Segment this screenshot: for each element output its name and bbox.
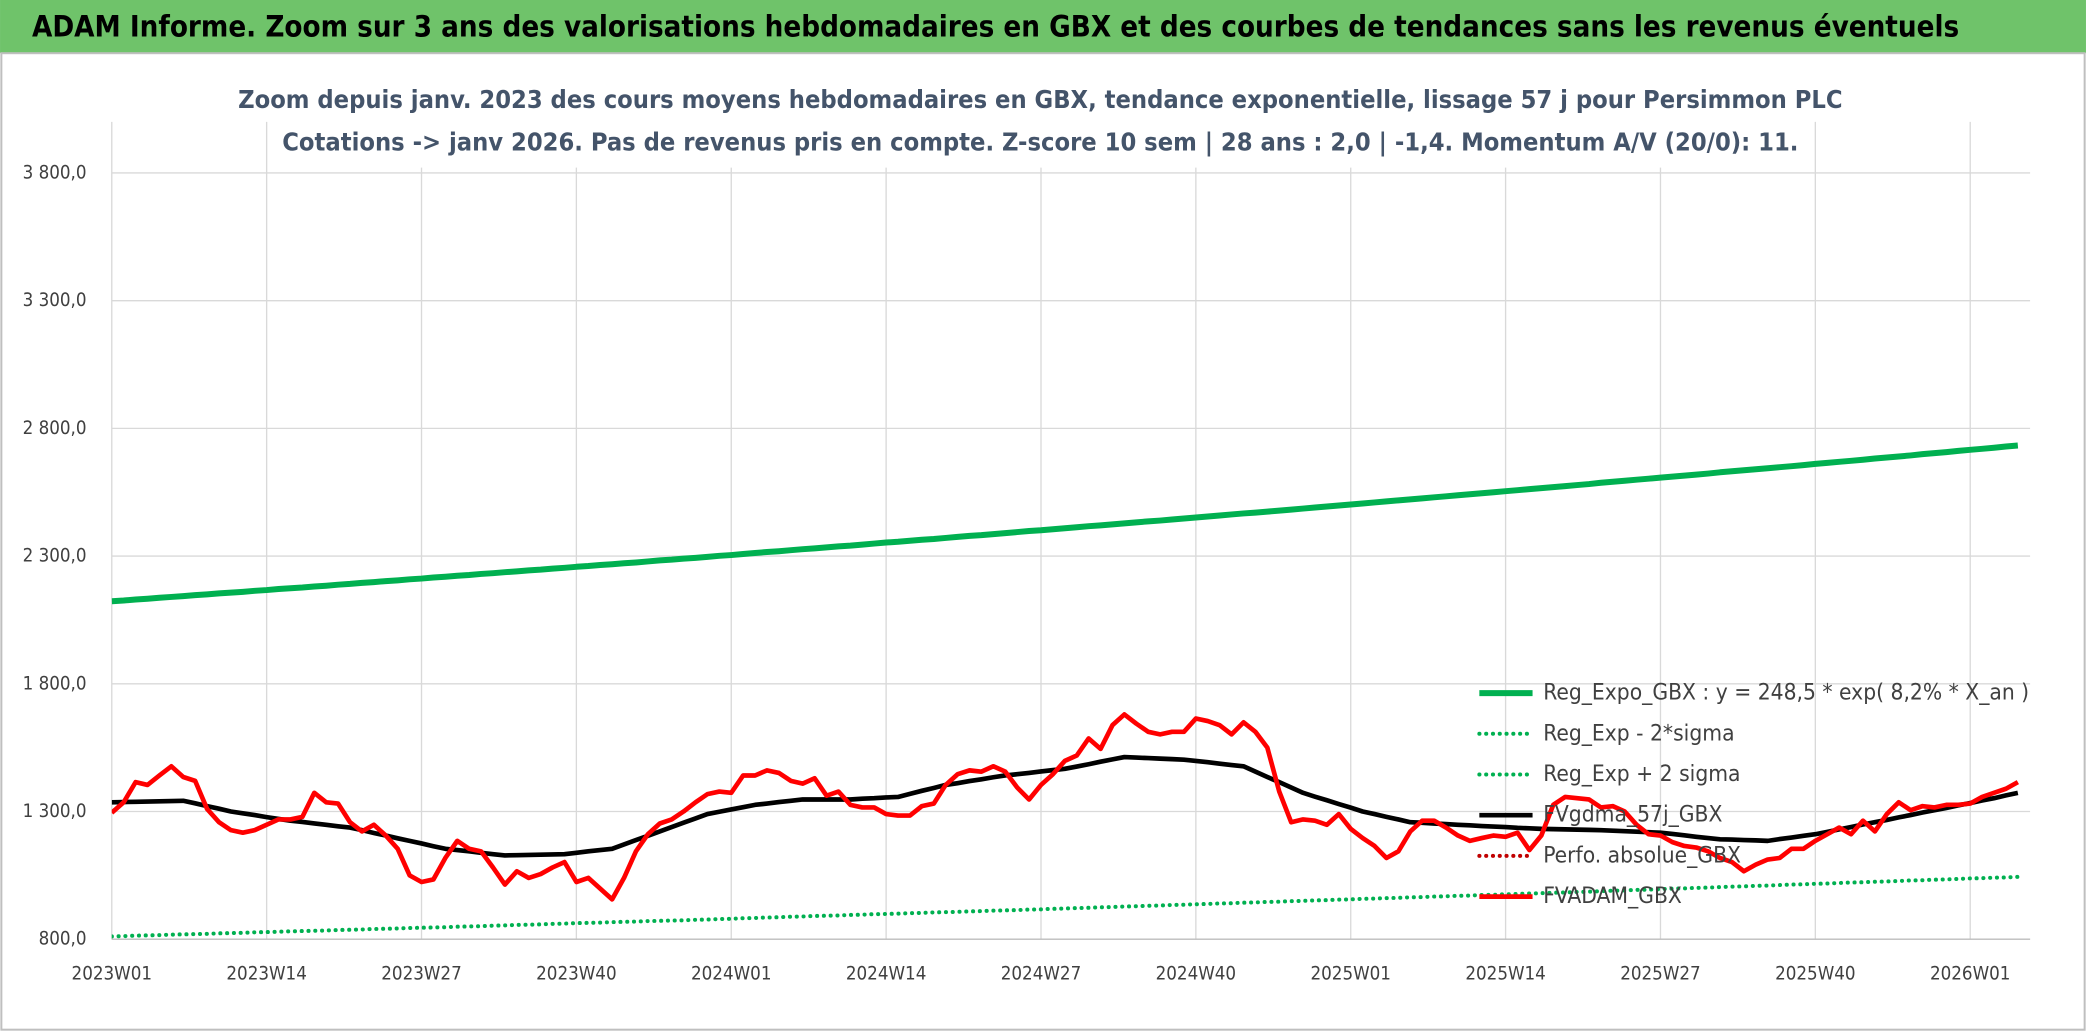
line-series: [111, 874, 2020, 939]
x-tick-label: 2025W14: [1465, 963, 1545, 984]
line-series: [111, 754, 2019, 858]
y-tick-label: 3 300,0: [23, 290, 87, 311]
x-tick-label: 2023W27: [381, 963, 461, 984]
plot-area: 800,0 1 300,0 1 800,0 2 300,0 2 800,0 3 300,0…: [23, 121, 2031, 984]
x-tick-label: 2025W01: [1311, 963, 1391, 984]
title-box: [339, 77, 1743, 168]
line-series: [111, 442, 2019, 605]
x-tick-label: 2023W01: [72, 963, 152, 984]
y-tick-label: 1 300,0: [23, 801, 87, 822]
chart-frame: [0, 52, 2086, 1031]
series: [111, 712, 2019, 902]
x-tick-label: 2024W40: [1156, 963, 1236, 984]
legend-label: FVgdma_57j_GBX: [1543, 802, 1722, 828]
x-tick-label: 2024W14: [846, 963, 926, 984]
legend-label: Reg_Exp - 2*sigma: [1543, 720, 1734, 746]
legend-label: Perfo. absolue_GBX: [1543, 842, 1741, 868]
series: [111, 754, 2019, 858]
series: [111, 442, 2019, 605]
y-tick-label: 1 800,0: [23, 673, 87, 694]
legend-label: Reg_Expo_GBX : y = 248,5 * exp( 8,2% * X…: [1543, 680, 2029, 706]
x-tick-label: 2024W27: [1001, 963, 1081, 984]
y-tick-label: 2 800,0: [23, 418, 87, 439]
y-tick-label: 800,0: [39, 929, 87, 950]
header-bar: [0, 0, 2086, 54]
x-tick-label: 2025W27: [1620, 963, 1700, 984]
y-tick-label: 2 300,0: [23, 546, 87, 567]
x-tick-label: 2026W01: [1930, 963, 2010, 984]
chart-subtitle: Cotations -> janv 2026. Pas de revenus p…: [282, 128, 1798, 157]
line-series: [111, 712, 2019, 902]
series: [111, 874, 2020, 939]
x-tick-label: 2023W40: [536, 963, 616, 984]
x-tick-label: 2023W14: [226, 963, 306, 984]
y-tick-label: 3 800,0: [23, 162, 87, 183]
x-tick-label: 2025W40: [1775, 963, 1855, 984]
legend-label: Reg_Exp + 2 sigma: [1543, 761, 1740, 787]
chart-title: Zoom depuis janv. 2023 des cours moyens …: [238, 85, 1842, 114]
legend: Reg_Expo_GBX : y = 248,5 * exp( 8,2% * X…: [1477, 680, 2029, 909]
header-title: ADAM Informe. Zoom sur 3 ans des valoris…: [32, 9, 1959, 43]
legend-label: FVADAM_GBX: [1543, 883, 1682, 909]
x-tick-label: 2024W01: [691, 963, 771, 984]
